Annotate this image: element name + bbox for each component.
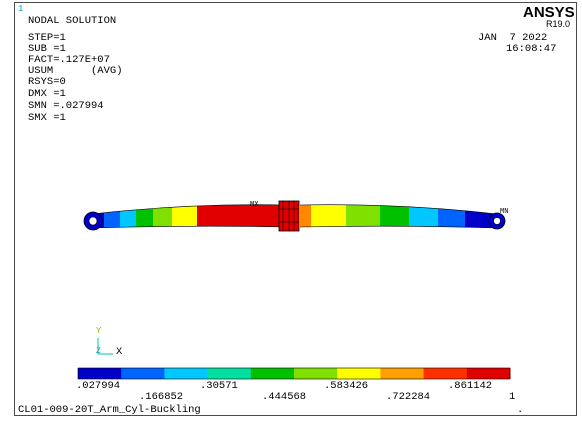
legend-label: 1: [509, 391, 516, 403]
window-number: 1: [18, 4, 24, 14]
info-smx: SMX =1: [28, 112, 66, 124]
legend-swatch: [294, 368, 338, 379]
legend-label: .027994: [76, 380, 121, 392]
beam-left-span: [93, 204, 287, 228]
date-label: JAN 7 2022: [478, 32, 548, 44]
legend-label: .722284: [386, 391, 431, 403]
solution-title: NODAL SOLUTION: [28, 15, 117, 27]
coordinate-triad: [97, 338, 113, 355]
legend-label: .166852: [139, 391, 184, 403]
ansys-logo: ANSYS: [523, 4, 575, 21]
legend-swatch: [78, 368, 122, 379]
left-eye: [83, 211, 103, 231]
legend-swatch: [466, 368, 511, 379]
legend-swatch: [207, 368, 252, 379]
min-marker: MN: [500, 208, 509, 216]
triad-y-label: Y: [96, 326, 102, 336]
legend-swatch: [423, 368, 468, 379]
info-sub: SUB =1: [28, 43, 66, 55]
max-marker: MX: [250, 201, 259, 209]
legend-color-bar: [77, 367, 511, 380]
legend-swatch: [337, 368, 381, 379]
info-dmx: DMX =1: [28, 88, 66, 100]
right-eye: [488, 212, 506, 230]
legend-border: [77, 367, 511, 380]
footer-dot: .: [517, 404, 524, 416]
time-label: 16:08:47: [506, 43, 557, 55]
legend-label: .444568: [262, 391, 307, 403]
info-step: STEP=1: [28, 32, 66, 44]
info-rsys: RSYS=0: [28, 76, 66, 88]
cylinder-hub: [278, 200, 300, 232]
legend-label: .583426: [324, 380, 369, 392]
triad-x-label: X: [116, 346, 123, 358]
legend-label: .30571: [200, 380, 238, 392]
triad-z-label: Z: [96, 347, 101, 356]
release-label: R19.0: [546, 19, 571, 29]
legend-swatch: [164, 368, 209, 379]
legend-label: .861142: [448, 380, 493, 392]
info-smn: SMN =.027994: [28, 100, 104, 112]
model-name: CL01-009-20T_Arm_Cyl-Buckling: [18, 404, 201, 416]
legend-swatch: [121, 368, 165, 379]
info-usum: USUM (AVG): [28, 65, 123, 77]
info-fact: FACT=.127E+07: [28, 54, 110, 66]
legend-swatch: [380, 368, 425, 379]
beam-right-span: [300, 204, 497, 228]
legend-swatch: [250, 368, 295, 379]
